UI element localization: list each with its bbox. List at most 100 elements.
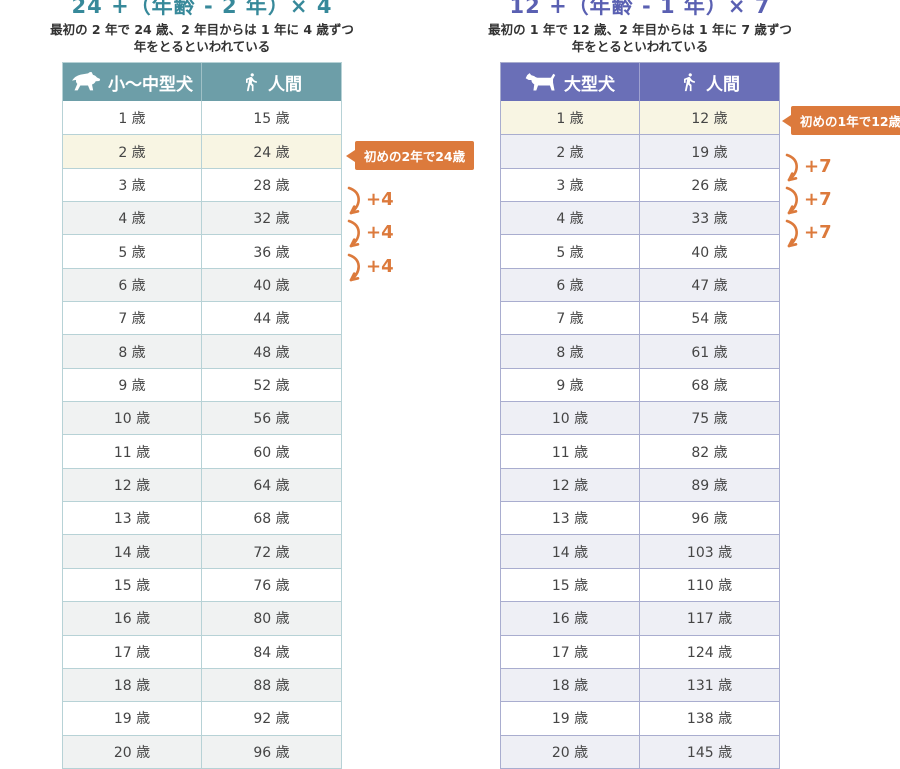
formula-title: 12 +（年齢 - 1 年）× 7: [509, 0, 771, 18]
human-age-cell: 84 歳: [202, 634, 341, 668]
curved-arrow-icon: [347, 186, 360, 215]
table-row: 12 歳 64 歳: [63, 467, 341, 502]
human-age-cell: 52 歳: [202, 367, 341, 402]
dog-column-label: 小〜中型犬: [108, 74, 193, 95]
dog-age-cell: 1 歳: [63, 101, 202, 135]
table-row: 11 歳 60 歳: [63, 434, 341, 468]
table-row: 17 歳 84 歳: [63, 634, 341, 668]
formula-description-line2: 年をとるといわれている: [133, 39, 271, 54]
table-row: 19 歳 92 歳: [63, 701, 341, 735]
human-age-cell: 19 歳: [640, 134, 779, 168]
human-age-cell: 26 歳: [640, 167, 779, 202]
human-age-cell: 76 歳: [202, 567, 341, 602]
dog-age-cell: 3 歳: [63, 167, 202, 202]
dog-age-cell: 13 歳: [501, 501, 640, 535]
human-age-cell: 12 歳: [640, 101, 779, 135]
table-row: 18 歳 131 歳: [501, 667, 779, 702]
dog-age-cell: 12 歳: [501, 467, 640, 502]
human-age-cell: 138 歳: [640, 701, 779, 735]
dog-age-cell: 17 歳: [63, 634, 202, 668]
puppy-icon: [72, 71, 101, 91]
dog-age-cell: 11 歳: [63, 434, 202, 468]
table-row: 6 歳 40 歳: [63, 267, 341, 302]
human-age-cell: 61 歳: [640, 334, 779, 368]
human-age-cell: 96 歳: [202, 734, 341, 768]
curved-arrow-icon: [785, 220, 798, 248]
dog-age-cell: 10 歳: [501, 401, 640, 435]
human-age-cell: 82 歳: [640, 434, 779, 468]
callout-badge: 初めの1年で12歳: [782, 106, 900, 135]
large-dog-icon: [525, 72, 556, 90]
formula-description-line1: 最初の 2 年で 24 歳、2 年目からは 1 年に 4 歳ずつ: [50, 22, 354, 37]
increment-label: +7: [804, 222, 832, 244]
human-age-cell: 24 歳: [202, 134, 341, 168]
human-age-cell: 131 歳: [640, 667, 779, 702]
increment-annotation: +4: [345, 218, 394, 250]
dog-age-cell: 7 歳: [501, 301, 640, 335]
increment-label: +7: [804, 155, 832, 177]
human-age-cell: 96 歳: [640, 501, 779, 535]
table-row: 17 歳 124 歳: [501, 634, 779, 668]
human-age-cell: 32 歳: [202, 201, 341, 235]
human-age-cell: 117 歳: [640, 601, 779, 635]
dog-age-cell: 17 歳: [501, 634, 640, 668]
human-age-cell: 68 歳: [202, 501, 341, 535]
table-row: 10 歳 75 歳: [501, 401, 779, 435]
curved-arrow-icon: [347, 220, 360, 248]
dog-age-cell: 13 歳: [63, 501, 202, 535]
table-row: 8 歳 48 歳: [63, 334, 341, 368]
dog-age-cell: 2 歳: [501, 134, 640, 168]
dog-column-header: 大型犬: [501, 63, 640, 101]
table-row: 9 歳 52 歳: [63, 367, 341, 402]
human-age-cell: 80 歳: [202, 601, 341, 635]
badge-arrow-left-icon: [782, 114, 791, 127]
small-medium-dog-panel: 24 +（年齢 - 2 年）× 4 最初の 2 年で 24 歳、2 年目からは …: [50, 0, 475, 769]
table-header-row: 大型犬 人間: [501, 63, 779, 101]
table-row: 8 歳 61 歳: [501, 334, 779, 368]
table-row: 14 歳 72 歳: [63, 534, 341, 568]
human-age-cell: 56 歳: [202, 401, 341, 435]
human-age-cell: 124 歳: [640, 634, 779, 668]
human-age-cell: 75 歳: [640, 401, 779, 435]
table-row: 5 歳 36 歳: [63, 234, 341, 268]
increment-annotation: +7: [783, 152, 832, 184]
human-age-cell: 68 歳: [640, 367, 779, 402]
table-row: 3 歳 26 歳: [501, 167, 779, 202]
dog-age-cell: 1 歳: [501, 101, 640, 135]
dog-age-cell: 19 歳: [501, 701, 640, 735]
formula-description-line1: 最初の 1 年で 12 歳、2 年目からは 1 年に 7 歳ずつ: [488, 22, 792, 37]
dog-age-cell: 2 歳: [63, 134, 202, 168]
human-age-cell: 44 歳: [202, 301, 341, 335]
dog-age-cell: 9 歳: [501, 367, 640, 402]
increment-annotation: +7: [783, 218, 832, 250]
dog-column-header: 小〜中型犬: [63, 63, 202, 101]
human-age-cell: 92 歳: [202, 701, 341, 735]
human-age-cell: 103 歳: [640, 534, 779, 568]
formula-description: 最初の 1 年で 12 歳、2 年目からは 1 年に 7 歳ずつ 年をとるといわ…: [430, 21, 850, 55]
table-row: 16 歳 117 歳: [501, 601, 779, 635]
badge-arrow-left-icon: [346, 149, 355, 162]
human-age-cell: 88 歳: [202, 667, 341, 702]
table-row: 15 歳 110 歳: [501, 567, 779, 602]
human-age-cell: 28 歳: [202, 167, 341, 202]
dog-age-cell: 15 歳: [501, 567, 640, 602]
dog-age-cell: 16 歳: [63, 601, 202, 635]
formula-description: 最初の 2 年で 24 歳、2 年目からは 1 年に 4 歳ずつ 年をとるといわ…: [0, 21, 412, 55]
dog-age-cell: 6 歳: [501, 267, 640, 302]
human-age-cell: 64 歳: [202, 467, 341, 502]
table-row: 16 歳 80 歳: [63, 601, 341, 635]
human-age-cell: 89 歳: [640, 467, 779, 502]
dog-age-cell: 4 歳: [63, 201, 202, 235]
dog-age-cell: 12 歳: [63, 467, 202, 502]
human-age-cell: 15 歳: [202, 101, 341, 135]
dog-column-label: 大型犬: [564, 74, 615, 95]
human-age-cell: 72 歳: [202, 534, 341, 568]
human-age-cell: 40 歳: [202, 267, 341, 302]
table-row: 11 歳 82 歳: [501, 434, 779, 468]
human-age-cell: 48 歳: [202, 334, 341, 368]
human-column-label: 人間: [268, 74, 302, 95]
dog-age-cell: 18 歳: [501, 667, 640, 702]
curved-arrow-icon: [347, 253, 360, 282]
